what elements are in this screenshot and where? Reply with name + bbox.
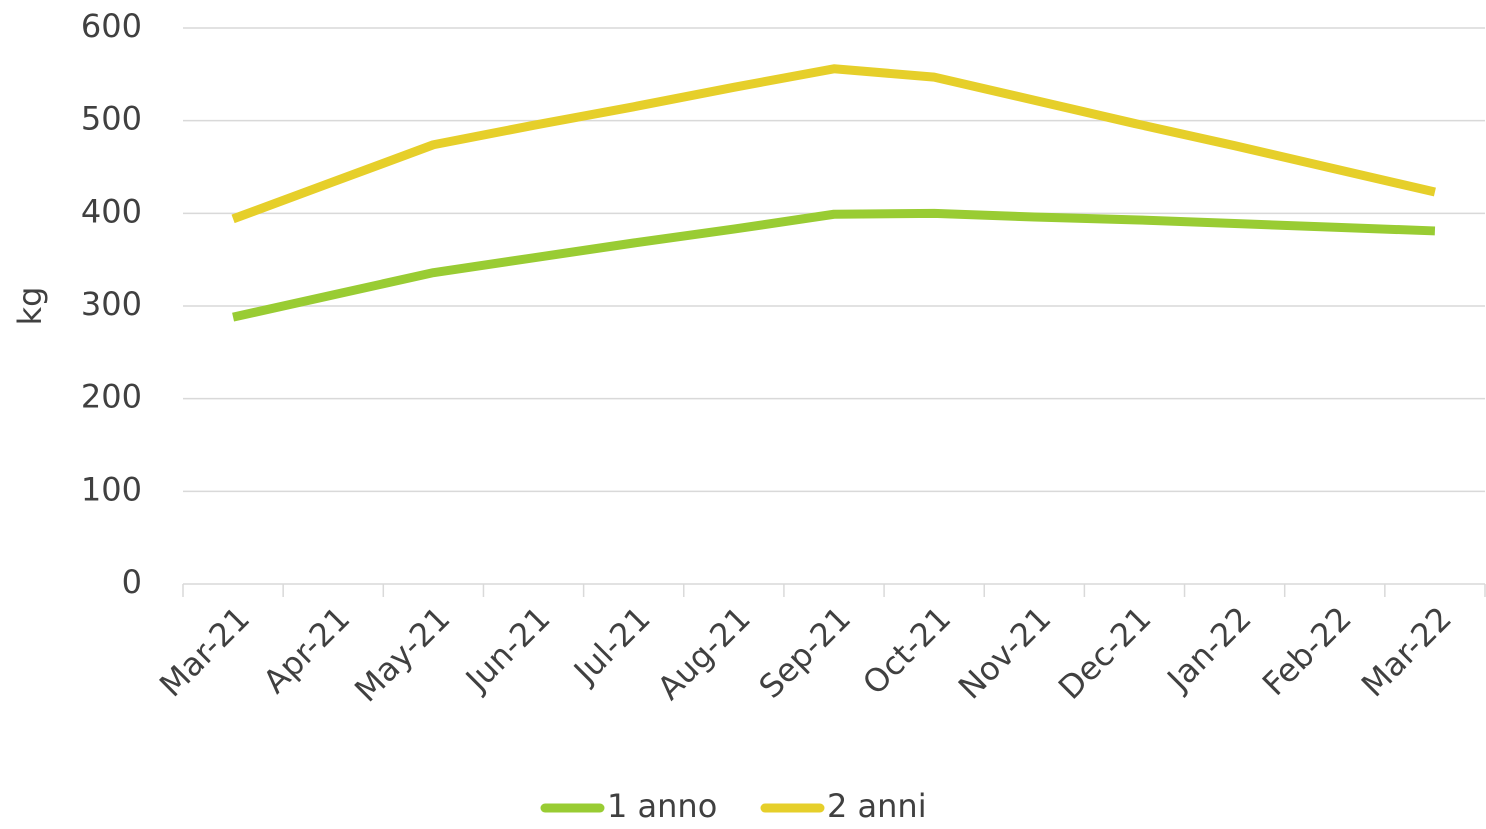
x-tick-label: Jan-22 [1159, 599, 1259, 699]
x-tick-label: Aug-21 [650, 599, 758, 707]
y-tick-label: 400 [81, 192, 142, 230]
x-tick-label: Oct-21 [855, 599, 958, 702]
x-tick-label: Sep-21 [752, 599, 858, 705]
y-tick-label: 0 [122, 563, 142, 601]
y-tick-label: 100 [81, 470, 142, 508]
x-tick-label: May-21 [347, 599, 457, 709]
x-tick-label: Jul-21 [565, 599, 658, 692]
series-line [231, 64, 1436, 224]
x-tick-label: Dec-21 [1051, 599, 1159, 707]
x-tick-label: Mar-21 [152, 599, 257, 704]
y-tick-label: 200 [81, 378, 142, 416]
x-tick-label: Apr-21 [256, 599, 358, 701]
legend-label: 1 anno [607, 787, 717, 825]
legend-label: 2 anni [827, 787, 927, 825]
series-line [232, 208, 1436, 322]
y-tick-label: 300 [81, 285, 142, 323]
x-tick-label: Mar-22 [1354, 599, 1459, 704]
x-tick-label: Nov-21 [951, 599, 1058, 706]
x-tick-label: Feb-22 [1255, 599, 1359, 703]
y-axis-label: kg [11, 287, 49, 326]
y-tick-label: 500 [81, 100, 142, 138]
x-tick-label: Jun-21 [457, 599, 558, 700]
y-tick-label: 600 [81, 7, 142, 45]
